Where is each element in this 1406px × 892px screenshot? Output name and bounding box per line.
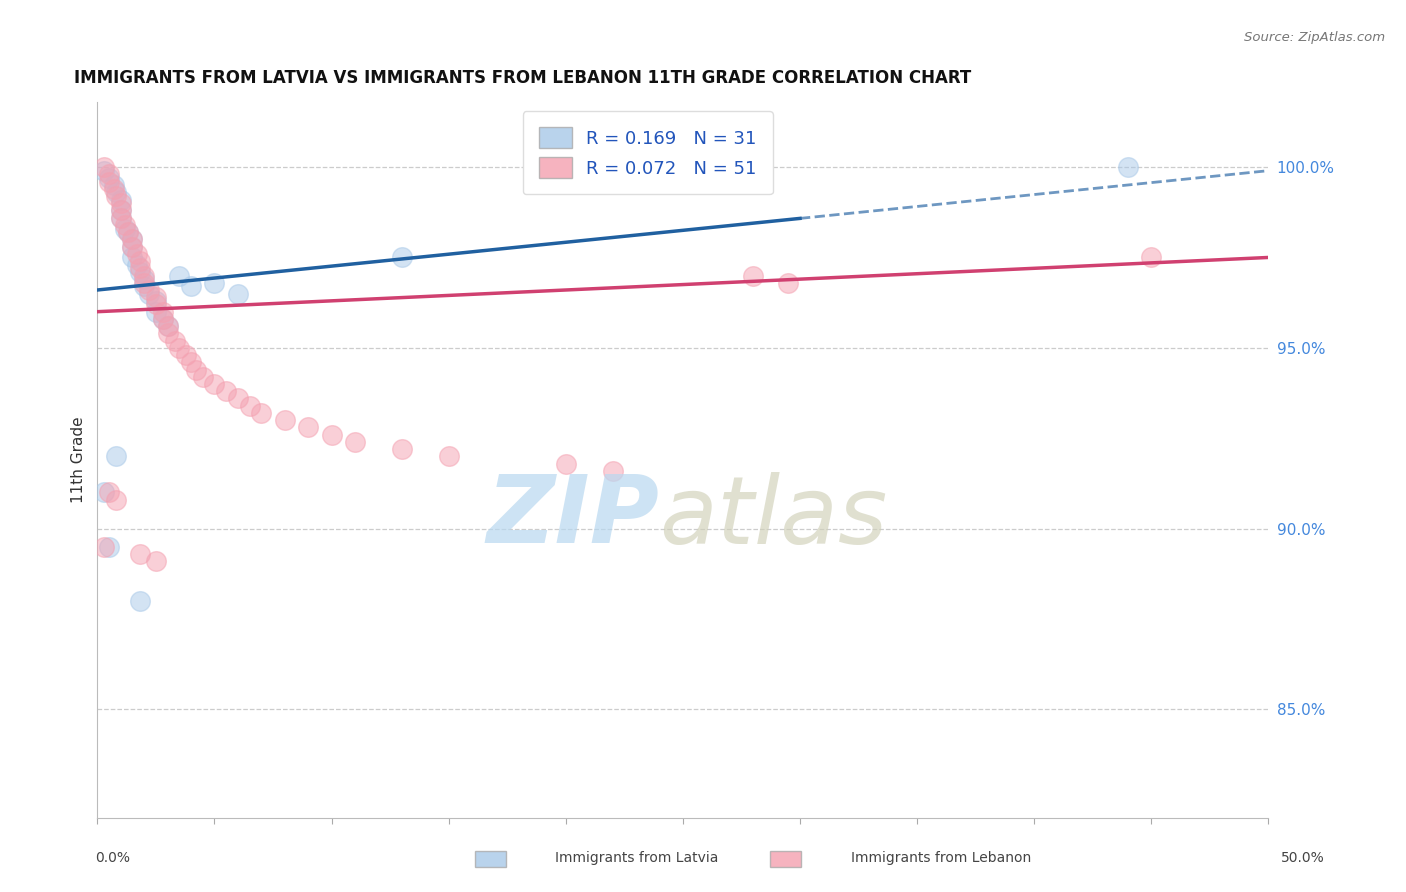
Point [226, 286, 249, 301]
Point [343, 434, 366, 449]
Point [110, 203, 132, 218]
Point [204, 276, 226, 290]
Point [93, 160, 115, 174]
Text: 0.0%: 0.0% [96, 851, 131, 865]
Point [145, 293, 167, 308]
Point [184, 362, 207, 376]
Text: Immigrants from Latvia: Immigrants from Latvia [555, 851, 718, 865]
Point [391, 442, 413, 456]
Point [93, 485, 115, 500]
Point [156, 319, 179, 334]
Text: Immigrants from Lebanon: Immigrants from Lebanon [851, 851, 1031, 865]
Point [1116, 160, 1139, 174]
Point [274, 413, 297, 427]
Point [127, 247, 149, 261]
Point [602, 464, 624, 478]
Point [121, 232, 143, 246]
Point [128, 261, 150, 276]
Point [152, 312, 174, 326]
Point [110, 196, 132, 211]
Point [250, 406, 273, 420]
Point [128, 265, 150, 279]
Point [297, 420, 319, 434]
Point [105, 492, 128, 507]
Point [176, 348, 198, 362]
Point [105, 450, 128, 464]
Point [98, 167, 121, 181]
Point [180, 279, 202, 293]
Point [145, 297, 167, 311]
Point [1140, 251, 1163, 265]
Point [121, 239, 143, 253]
Y-axis label: 11th Grade: 11th Grade [72, 417, 86, 503]
Point [169, 341, 191, 355]
Point [98, 170, 121, 185]
Point [152, 304, 174, 318]
Point [180, 355, 202, 369]
Point [93, 163, 115, 178]
Point [103, 182, 125, 196]
Point [128, 547, 150, 561]
Point [138, 286, 160, 301]
Point [98, 540, 121, 554]
Point [321, 427, 343, 442]
Point [105, 186, 128, 200]
Point [103, 178, 125, 193]
Point [215, 384, 238, 399]
Point [191, 369, 214, 384]
Point [138, 283, 160, 297]
Point [778, 276, 800, 290]
Point [391, 251, 413, 265]
Text: atlas: atlas [659, 472, 887, 563]
Point [114, 221, 136, 235]
Point [169, 268, 191, 283]
Point [128, 254, 150, 268]
Point [98, 174, 121, 188]
Point [127, 258, 149, 272]
Point [742, 268, 765, 283]
Text: ZIP: ZIP [486, 471, 659, 563]
Point [98, 485, 121, 500]
Point [554, 457, 576, 471]
Point [121, 251, 143, 265]
Text: Source: ZipAtlas.com: Source: ZipAtlas.com [1244, 31, 1385, 45]
Point [204, 377, 226, 392]
Point [128, 594, 150, 608]
Point [226, 392, 249, 406]
Point [114, 218, 136, 232]
Text: IMMIGRANTS FROM LATVIA VS IMMIGRANTS FROM LEBANON 11TH GRADE CORRELATION CHART: IMMIGRANTS FROM LATVIA VS IMMIGRANTS FRO… [75, 69, 972, 87]
Point [152, 312, 174, 326]
Point [105, 189, 128, 203]
Point [121, 232, 143, 246]
Point [239, 399, 262, 413]
Text: 50.0%: 50.0% [1281, 851, 1324, 865]
Point [156, 319, 179, 334]
Point [145, 290, 167, 304]
Point [437, 450, 460, 464]
Point [110, 193, 132, 207]
Point [110, 203, 132, 218]
Point [156, 326, 179, 341]
Legend: R = 0.169   N = 31, R = 0.072   N = 51: R = 0.169 N = 31, R = 0.072 N = 51 [523, 111, 773, 194]
Point [117, 225, 139, 239]
Point [110, 211, 132, 225]
Point [163, 334, 186, 348]
Point [134, 272, 156, 286]
Point [145, 304, 167, 318]
Point [145, 554, 167, 568]
Point [93, 540, 115, 554]
Point [121, 239, 143, 253]
Point [117, 225, 139, 239]
Point [134, 268, 156, 283]
Point [134, 279, 156, 293]
Point [110, 211, 132, 225]
Point [134, 276, 156, 290]
